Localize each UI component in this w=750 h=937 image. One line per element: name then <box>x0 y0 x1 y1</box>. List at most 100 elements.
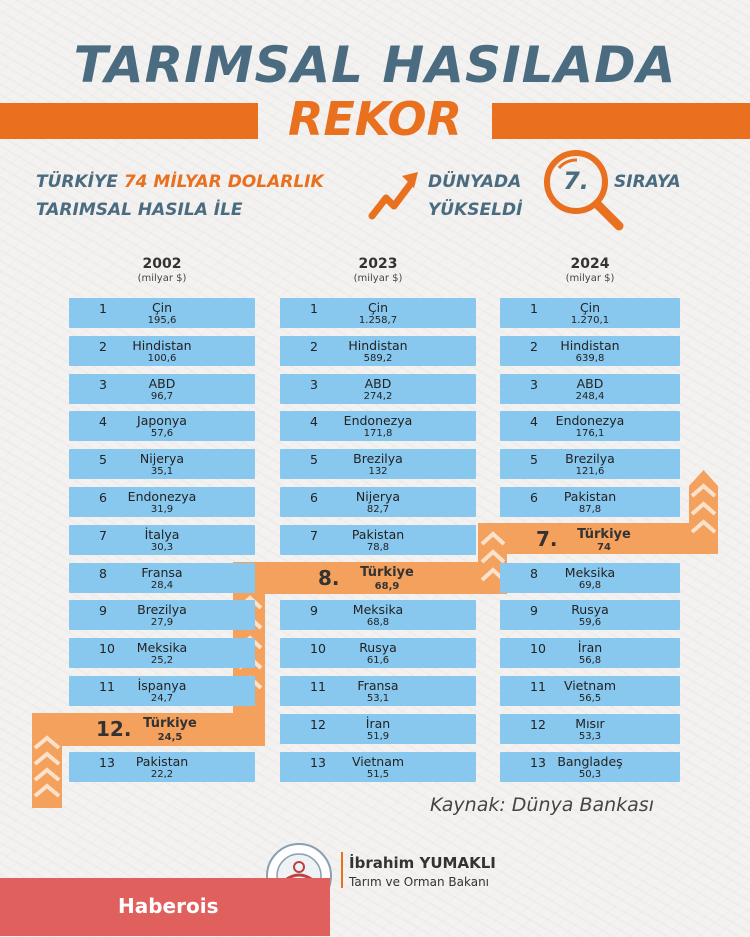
table-row: 4 Endonezya 176,1 <box>500 411 680 442</box>
row-value: 100,6 <box>147 352 177 364</box>
row-rank: 12 <box>310 716 326 732</box>
row-value: 195,6 <box>147 315 177 326</box>
table-row: 13 Vietnam 51,5 <box>280 751 476 782</box>
table-row: 7 İtalya 30,3 <box>69 524 255 555</box>
row-country: Çin <box>367 300 389 315</box>
row-country: Nijerya <box>139 451 185 467</box>
row-value: 589,2 <box>363 352 393 364</box>
row-value: 1.270,1 <box>570 315 610 326</box>
table-row: 12 Mısır 53,3 <box>500 713 680 744</box>
row-country: Bangladeş <box>557 753 623 769</box>
row-rank: 5 <box>310 452 318 468</box>
subtitle-part1: TÜRKİYE <box>36 172 118 192</box>
row-value: 53,1 <box>366 693 390 704</box>
row-country: Fransa <box>357 678 399 693</box>
row-country: Pakistan <box>135 753 189 769</box>
table-row: 2 Hindistan 100,6 <box>69 335 255 366</box>
column-year: 2023 <box>358 256 398 272</box>
row-rank: 4 <box>310 414 318 430</box>
table-row: 5 Nijerya 35,1 <box>69 449 255 480</box>
table-row: 6 Nijerya 82,7 <box>280 487 476 517</box>
row-rank: 1 <box>310 301 318 316</box>
row-country: Brezilya <box>565 451 615 467</box>
row-rank: 10 <box>310 641 326 657</box>
row-value: 27,9 <box>150 617 174 629</box>
row-rank: 12 <box>530 716 546 732</box>
table-row: 9 Meksika 68,8 <box>280 600 476 631</box>
table-row: 6 Endonezya 31,9 <box>69 487 255 517</box>
row-country: Endonezya <box>555 413 625 429</box>
row-rank: 7 <box>310 527 318 543</box>
row-rank: 4 <box>530 414 538 430</box>
column-year: 2024 <box>570 256 610 272</box>
subtitle-part2: TARIMSAL HASILA İLE <box>36 200 243 220</box>
row-value: 57,6 <box>150 428 174 440</box>
table-row: 6 Pakistan 87,8 <box>500 487 680 517</box>
row-country: Fransa <box>141 564 183 580</box>
table-row: 9 Brezilya 27,9 <box>69 600 255 631</box>
row-value: 25,2 <box>150 655 174 667</box>
row-value: 69,8 <box>578 579 602 591</box>
row-rank: 9 <box>310 603 318 619</box>
subtitle-part5: YÜKSELDİ <box>428 200 523 220</box>
subtitle-line1: TÜRKİYE 74 MİLYAR DOLARLIK <box>36 172 324 192</box>
row-value: 56,8 <box>578 655 602 667</box>
table-row: 5 Brezilya 132 <box>280 449 476 480</box>
row-country: Japonya <box>137 413 187 429</box>
row-value: 78,8 <box>366 541 390 553</box>
table-row: 5 Brezilya 121,6 <box>500 449 680 480</box>
row-value: 68,8 <box>366 617 390 629</box>
row-country: Rusya <box>571 602 609 618</box>
row-rank: 11 <box>99 679 115 694</box>
table-row: 1 Çin 1.258,7 <box>280 298 476 328</box>
row-value: 61,6 <box>366 655 390 667</box>
row-country: Endonezya <box>343 413 413 429</box>
row-country: Çin <box>151 300 173 315</box>
row-country: Brezilya <box>353 451 403 467</box>
turkey-rank-2023: 8. <box>318 566 340 590</box>
row-rank: 2 <box>99 338 107 354</box>
chevron-up-icon <box>689 470 718 554</box>
row-country: ABD <box>364 375 392 391</box>
row-value: 31,9 <box>150 504 174 515</box>
table-row: 10 Rusya 61,6 <box>280 638 476 669</box>
row-country: Vietnam <box>351 753 405 769</box>
column-unit: (milyar $) <box>565 273 615 284</box>
row-value: 82,7 <box>366 504 390 515</box>
row-value: 30,3 <box>150 541 174 553</box>
table-row: 11 Vietnam 56,5 <box>500 676 680 706</box>
table-row: 10 İran 56,8 <box>500 638 680 669</box>
row-rank: 3 <box>99 376 107 392</box>
page-title: TARIMSAL HASILADA <box>73 36 677 94</box>
row-rank: 5 <box>99 452 107 468</box>
minister-name: İbrahim YUMAKLI <box>349 854 496 872</box>
row-rank: 2 <box>530 338 538 354</box>
row-rank: 1 <box>530 301 538 316</box>
table-row: 4 Japonya 57,6 <box>69 411 255 442</box>
row-rank: 8 <box>530 565 538 581</box>
table-row: 3 ABD 96,7 <box>69 373 255 404</box>
table-row: 11 Fransa 53,1 <box>280 676 476 706</box>
table-row: 13 Pakistan 22,2 <box>69 751 255 782</box>
turkey-band-2002 <box>32 713 265 746</box>
row-value: 59,6 <box>578 617 602 629</box>
row-country: İran <box>365 715 391 731</box>
row-rank: 11 <box>310 679 326 694</box>
row-rank: 8 <box>99 565 107 581</box>
row-rank: 1 <box>99 301 107 316</box>
row-value: 132 <box>368 466 388 478</box>
turkey-value-2023: 68,9 <box>374 581 400 592</box>
column-unit: (milyar $) <box>137 273 187 284</box>
row-rank: 3 <box>310 376 318 392</box>
subtitle-highlight: 74 MİLYAR DOLARLIK <box>123 172 324 192</box>
row-country: Pakistan <box>351 526 405 542</box>
watermark-banner: Haberois <box>0 878 330 936</box>
column-header-0: 2002 (milyar $) <box>69 256 255 284</box>
row-value: 28,4 <box>150 579 174 591</box>
row-rank: 11 <box>530 679 546 694</box>
table-row: 3 ABD 248,4 <box>500 373 680 404</box>
row-country: Nijerya <box>355 489 401 504</box>
subtitle-part3: DÜNYADA <box>428 172 522 192</box>
row-country: Meksika <box>136 640 188 656</box>
row-value: 53,3 <box>578 730 602 742</box>
